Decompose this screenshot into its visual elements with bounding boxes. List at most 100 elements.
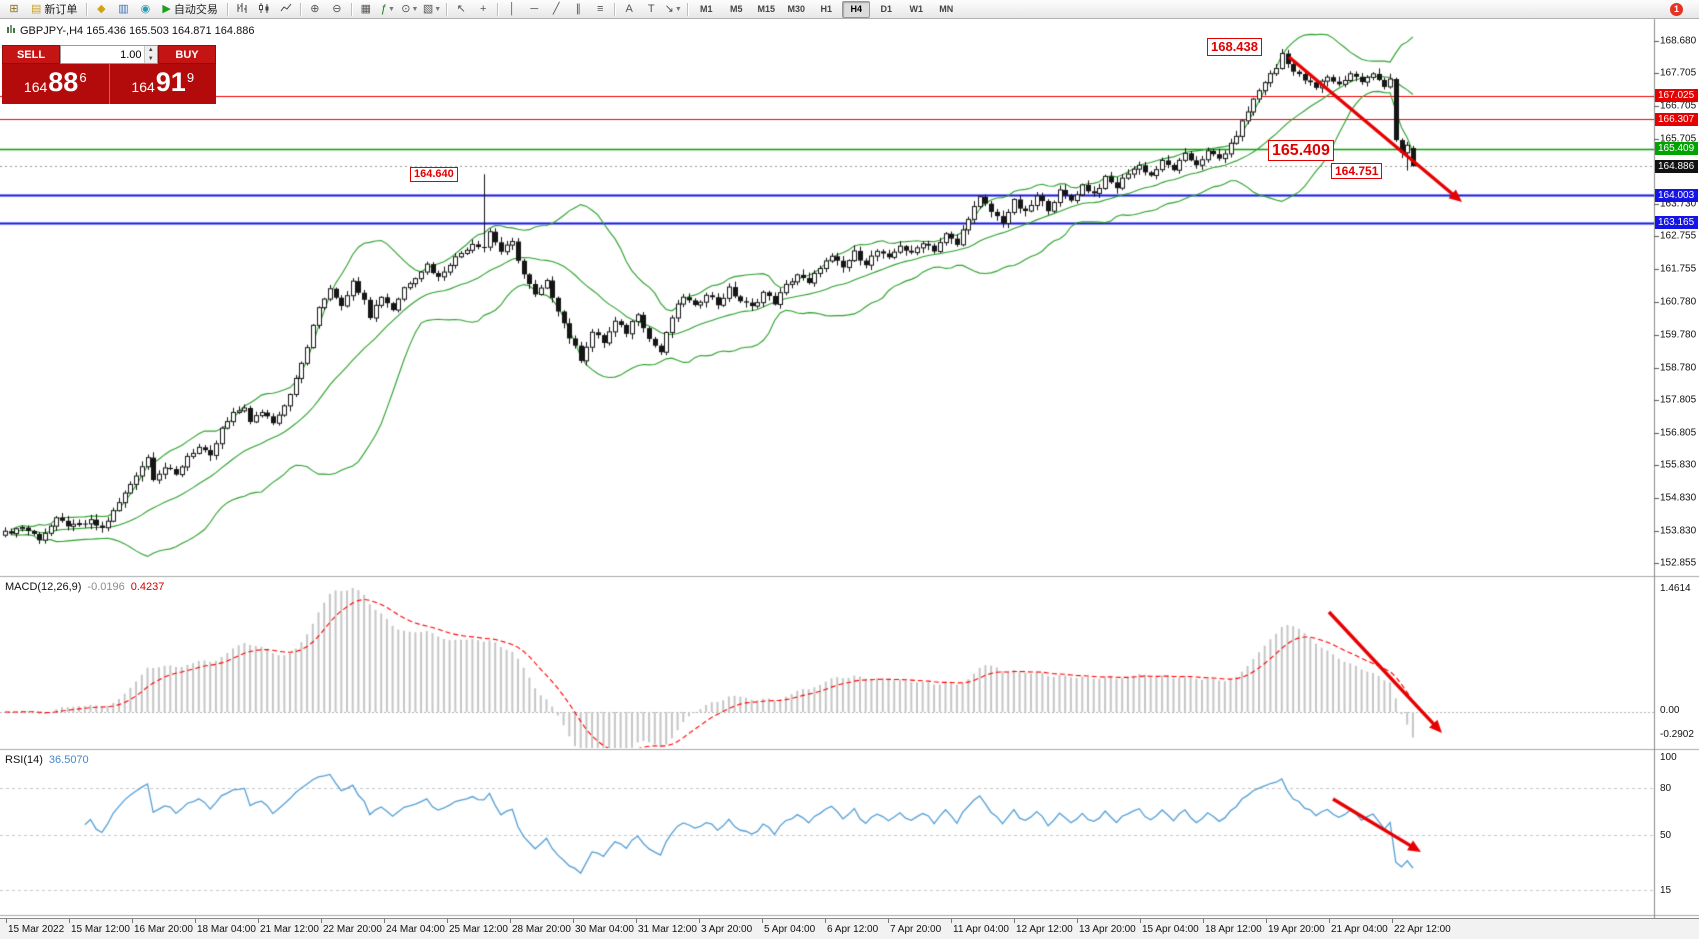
time-label: 3 Apr 20:00 bbox=[701, 924, 753, 935]
new-order-icon: ▤ bbox=[31, 2, 42, 15]
volume-input[interactable] bbox=[61, 46, 144, 63]
sell-button[interactable]: SELL bbox=[2, 45, 60, 64]
zoom-in-button[interactable]: ⊕ bbox=[305, 0, 325, 18]
volume-decrease-button[interactable]: ▼ bbox=[144, 54, 157, 63]
buy-price-point: 9 bbox=[186, 70, 195, 85]
price-tick-label: 153.830 bbox=[1660, 525, 1697, 537]
vertical-line-icon: │ bbox=[508, 2, 516, 15]
time-tick bbox=[1140, 919, 1141, 923]
time-label: 19 Apr 20:00 bbox=[1268, 924, 1325, 935]
autotrading-label: 自动交易 bbox=[173, 4, 218, 16]
label-tool-button[interactable]: T bbox=[641, 0, 661, 18]
market-watch-button[interactable]: ▥ bbox=[113, 0, 133, 18]
time-label: 28 Mar 20:00 bbox=[512, 924, 571, 935]
notification-badge-icon[interactable]: 1 bbox=[1670, 3, 1683, 16]
toolbar-separator bbox=[86, 2, 88, 16]
templates-dropdown-icon[interactable]: ▼ bbox=[434, 5, 442, 13]
toolbar-separator bbox=[299, 2, 301, 16]
crosshair-button[interactable]: + bbox=[473, 0, 493, 18]
time-label: 5 Apr 04:00 bbox=[764, 924, 816, 935]
time-tick bbox=[258, 919, 259, 923]
periods-dropdown-icon[interactable]: ▼ bbox=[411, 5, 419, 13]
templates-icon: ▧ bbox=[422, 2, 434, 15]
support-price-label[interactable]: 165.409 bbox=[1268, 140, 1334, 162]
rsi-name: RSI(14) bbox=[5, 754, 43, 766]
time-tick bbox=[951, 919, 952, 923]
toolbar-separator bbox=[226, 2, 228, 16]
price-level-box: 165.409 bbox=[1655, 142, 1698, 156]
buy-price-figure: 164 bbox=[131, 79, 155, 95]
line-chart-button[interactable] bbox=[276, 0, 296, 18]
time-label: 15 Apr 04:00 bbox=[1142, 924, 1199, 935]
buy-button[interactable]: BUY bbox=[158, 45, 216, 64]
low-price-label[interactable]: 164.751 bbox=[1331, 163, 1383, 180]
text-tool-button[interactable]: A bbox=[619, 0, 639, 18]
timeframe-M30-button[interactable]: M30 bbox=[787, 4, 805, 14]
tile-windows-icon: ▦ bbox=[360, 2, 372, 15]
bar-chart-button[interactable] bbox=[232, 0, 252, 18]
periods-button[interactable]: ⊙ ▼ bbox=[400, 0, 420, 18]
time-tick bbox=[825, 919, 826, 923]
indicators-button[interactable]: ƒ ▼ bbox=[378, 0, 398, 18]
time-label: 18 Apr 12:00 bbox=[1205, 924, 1262, 935]
peak-price-label[interactable]: 168.438 bbox=[1207, 38, 1262, 56]
time-label: 15 Mar 12:00 bbox=[71, 924, 130, 935]
time-tick bbox=[447, 919, 448, 923]
chart-ohlc-text: GBPJPY-,H4 165.436 165.503 164.871 164.8… bbox=[20, 24, 255, 37]
sell-price-figure: 164 bbox=[23, 79, 48, 95]
price-tick-label: 167.705 bbox=[1660, 67, 1697, 79]
fibonacci-button[interactable]: ≡ bbox=[590, 0, 610, 18]
indicators-dropdown-icon[interactable]: ▼ bbox=[387, 5, 395, 13]
timeframe-H1-button[interactable]: H1 bbox=[820, 4, 832, 14]
tile-windows-button[interactable]: ▦ bbox=[356, 0, 376, 18]
channel-button[interactable]: ∥ bbox=[568, 0, 588, 18]
timeframe-M5-button[interactable]: M5 bbox=[729, 4, 743, 14]
templates-button[interactable]: ▧ ▼ bbox=[422, 0, 442, 18]
data-window-button[interactable]: ◉ bbox=[135, 0, 155, 18]
new-order-button[interactable]: ▤ 新订单 bbox=[26, 0, 82, 18]
time-tick bbox=[699, 919, 700, 923]
timeframe-W1-button[interactable]: W1 bbox=[909, 4, 923, 14]
new-chart-button[interactable]: ⊞ bbox=[4, 0, 24, 18]
horizontal-line-button[interactable]: ─ bbox=[524, 0, 544, 18]
price-tick-label: 163.730 bbox=[1660, 198, 1697, 210]
price-tick-label: 158.780 bbox=[1660, 362, 1697, 374]
time-tick bbox=[762, 919, 763, 923]
time-tick bbox=[888, 919, 889, 923]
metaeditor-icon: ◆ bbox=[97, 2, 106, 15]
candle-chart-button[interactable] bbox=[254, 0, 274, 18]
time-tick bbox=[6, 919, 7, 923]
sell-price[interactable]: 164 88 6 bbox=[2, 64, 109, 104]
timeframe-H4-button[interactable]: H4 bbox=[842, 0, 871, 18]
price-tick-label: 152.855 bbox=[1660, 557, 1697, 569]
rsi-axis-label: 80 bbox=[1660, 783, 1672, 795]
rsi-axis-label: 50 bbox=[1660, 830, 1672, 842]
trendline-button[interactable]: ╱ bbox=[546, 0, 566, 18]
shapes-dropdown-icon[interactable]: ▼ bbox=[674, 5, 682, 13]
toolbar-separator bbox=[614, 2, 616, 16]
timeframe-MN-button[interactable]: MN bbox=[939, 4, 954, 14]
price-axis[interactable]: 168.680 167.705 166.705 165.705 163.730 162.7… bbox=[1654, 19, 1699, 918]
timeframe-M15-button[interactable]: M15 bbox=[757, 4, 775, 14]
cursor-button[interactable]: ↖ bbox=[451, 0, 471, 18]
buy-price[interactable]: 164 91 9 bbox=[110, 64, 217, 104]
time-tick bbox=[132, 919, 133, 923]
timeframe-M1-button[interactable]: M1 bbox=[699, 4, 713, 14]
spike-price-label[interactable]: 164.640 bbox=[410, 167, 458, 183]
zoom-out-button[interactable]: ⊖ bbox=[327, 0, 347, 18]
price-level-box: 166.307 bbox=[1655, 112, 1698, 126]
volume-increase-button[interactable]: ▲ bbox=[144, 46, 157, 55]
volume-spinner: ▲ ▼ bbox=[143, 46, 157, 63]
chart-title: GBPJPY-,H4 165.436 165.503 164.871 164.8… bbox=[6, 24, 254, 37]
timeframe-D1-button[interactable]: D1 bbox=[880, 4, 892, 14]
time-label: 24 Mar 04:00 bbox=[386, 924, 445, 935]
metaeditor-button[interactable]: ◆ bbox=[91, 0, 111, 18]
shapes-button[interactable]: ↘ ▼ bbox=[663, 0, 683, 18]
autotrading-button[interactable]: ▶ 自动交易 bbox=[157, 0, 222, 18]
time-axis[interactable]: 15 Mar 2022 15 Mar 12:00 16 Mar 20:00 18 Ma… bbox=[0, 918, 1699, 939]
time-label: 22 Mar 20:00 bbox=[323, 924, 382, 935]
price-tick-label: 162.755 bbox=[1660, 230, 1697, 242]
vertical-line-button[interactable]: │ bbox=[502, 0, 522, 18]
toolbar-separator bbox=[497, 2, 499, 16]
